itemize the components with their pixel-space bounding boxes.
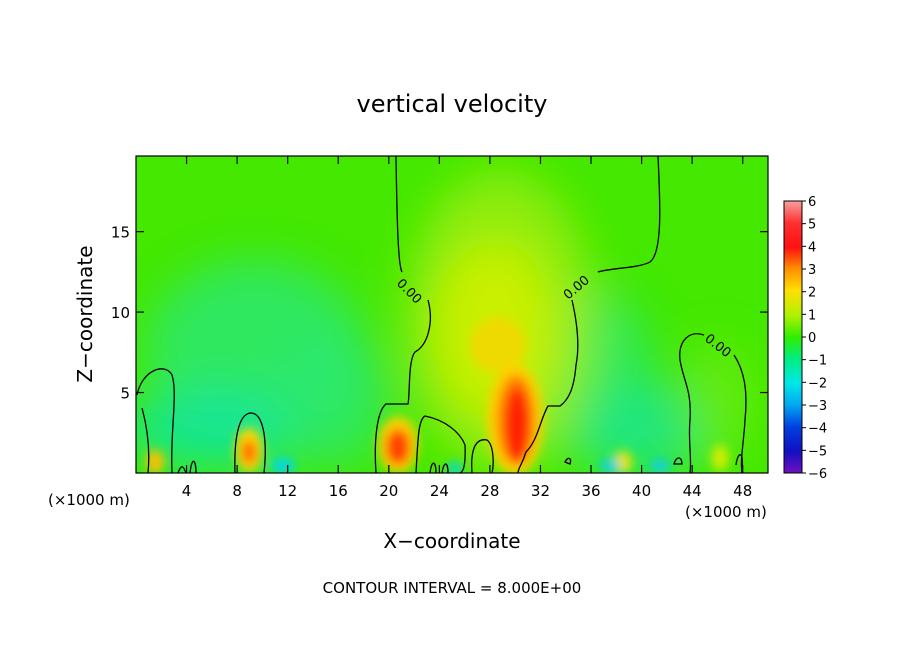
y-tick-label: 5 [120, 385, 130, 403]
zero-contours [136, 156, 747, 473]
colorbar-tick-label: 5 [808, 218, 816, 233]
contour-interval-note: CONTOUR INTERVAL = 8.000E+00 [323, 579, 582, 597]
x-tick-label: 12 [278, 482, 297, 500]
plot-frame [135, 155, 769, 474]
field-smooth-regions [136, 170, 755, 473]
field-cores [146, 317, 728, 473]
x-unit-left: (×1000 m) [48, 491, 130, 509]
y-axis-label: Z−coordinate [73, 245, 97, 382]
x-tick-label: 32 [531, 482, 550, 500]
colorbar-tick-label: 3 [808, 263, 816, 278]
colorbar-tick-label: −4 [808, 422, 827, 437]
x-tick-label: 20 [379, 482, 398, 500]
x-tick-label: 24 [430, 482, 449, 500]
colorbar-tick-label: 4 [808, 240, 816, 255]
x-tick-label: 40 [632, 482, 651, 500]
plot-area: 0.00 0.00 0.00 [135, 155, 769, 474]
x-tick-label: 48 [733, 482, 752, 500]
x-axis: 4 8 12 16 20 24 28 32 36 40 44 48 [182, 156, 752, 500]
colorbar-tick-label: −2 [808, 376, 827, 391]
colorbar-fill [784, 201, 802, 473]
x-axis-label: X−coordinate [383, 529, 520, 553]
colorbar-tick-label: 0 [808, 331, 816, 346]
y-axis: 5 10 15 [111, 224, 768, 403]
colorbar-tick-label: −5 [808, 444, 827, 459]
x-tick-label: 28 [480, 482, 499, 500]
colorbar-tick-label: −1 [808, 354, 827, 369]
colorbar: 6 5 4 3 2 1 0 −1 −2 −3 −4 −5 −6 [783, 195, 827, 482]
x-unit-right: (×1000 m) [685, 503, 767, 521]
x-tick-label: 44 [683, 482, 702, 500]
y-tick-label: 15 [111, 224, 130, 242]
chart-title: vertical velocity [357, 90, 548, 118]
x-tick-label: 36 [581, 482, 600, 500]
colorbar-tick-label: 2 [808, 286, 816, 301]
x-tick-label: 8 [232, 482, 242, 500]
colorbar-tick-label: 6 [808, 195, 816, 210]
colorbar-tick-label: −6 [808, 467, 827, 482]
x-tick-label: 4 [182, 482, 192, 500]
colorbar-tick-label: −3 [808, 399, 827, 414]
x-tick-label: 16 [329, 482, 348, 500]
colorbar-tick-label: 1 [808, 308, 816, 323]
y-tick-label: 10 [111, 304, 130, 322]
